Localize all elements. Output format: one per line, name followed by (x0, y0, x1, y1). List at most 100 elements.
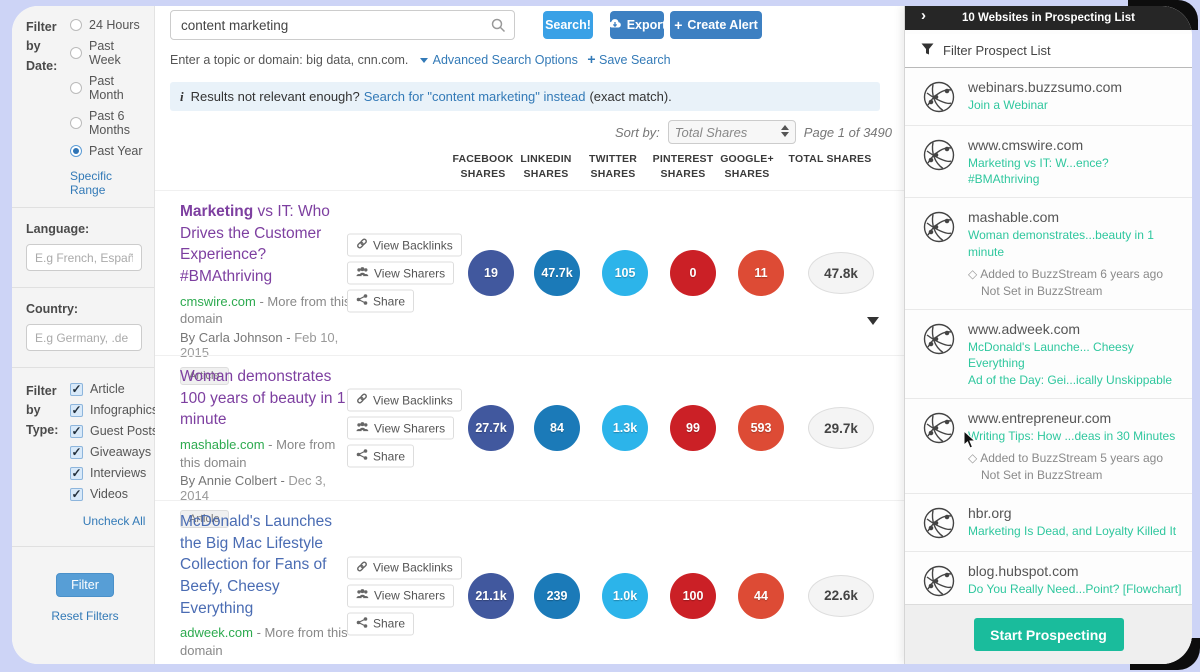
date-option-past-6-months[interactable]: Past 6 Months (70, 109, 144, 137)
apply-filter-button[interactable]: Filter (56, 573, 114, 597)
radio-selected-icon[interactable] (70, 145, 82, 157)
share-button[interactable]: Share (347, 289, 415, 313)
share-button[interactable]: Share (347, 612, 415, 635)
date-option-label: Past Year (89, 144, 143, 158)
sort-select[interactable]: Total Shares (667, 120, 796, 144)
type-option-label: Interviews (90, 466, 147, 480)
type-option-giveaways[interactable]: ✓ Giveaways (70, 445, 158, 459)
prospect-domain[interactable]: www.entrepreneur.com (968, 409, 1112, 426)
sort-direction-icon[interactable] (867, 317, 879, 325)
start-prospecting-button[interactable]: Start Prospecting (973, 618, 1124, 651)
date-option-label: 24 Hours (89, 18, 140, 32)
prospect-article-link[interactable]: Woman demonstrates...beauty in 1 minute (968, 228, 1154, 259)
country-input[interactable] (26, 324, 142, 351)
share-button[interactable]: Share (347, 444, 415, 468)
exact-match-search-link[interactable]: Search for "content marketing" instead (363, 89, 586, 104)
type-option-infographics[interactable]: ✓ Infographics (70, 403, 158, 417)
result-title[interactable]: Woman demonstrates 100 years of beauty i… (180, 368, 346, 429)
prospect-domain[interactable]: blog.hubspot.com (968, 563, 1079, 580)
prospect-item[interactable]: www.adweek.com McDonald's Launche... Che… (905, 310, 1192, 399)
twitter-share-count: 1.0k (602, 572, 648, 619)
more-from-domain[interactable]: - More from this domain (180, 625, 348, 658)
more-from-domain[interactable]: - More from this domain (180, 437, 336, 470)
export-button[interactable]: Export (608, 11, 666, 39)
language-input[interactable] (26, 244, 142, 271)
reset-filters-link[interactable]: Reset Filters (51, 609, 119, 623)
prospect-article-link[interactable]: Join a Webinar (968, 98, 1048, 112)
website-globe-icon (921, 563, 957, 599)
save-search-link[interactable]: + Save Search (587, 51, 670, 67)
radio-icon[interactable] (70, 117, 82, 129)
prospect-domain[interactable]: www.cmswire.com (968, 137, 1084, 153)
language-filter-group: Language: (12, 208, 154, 288)
checkbox-checked-icon[interactable]: ✓ (70, 402, 83, 417)
prospect-article-link[interactable]: Marketing vs IT: W...ence? #BMAthriving (968, 156, 1109, 187)
share-column-headers: FACEBOOK SHARES LINKEDIN SHARES TWITTER … (155, 152, 904, 325)
prospecting-footer: Start Prospecting (905, 604, 1192, 664)
checkbox-checked-icon[interactable]: ✓ (70, 444, 83, 459)
checkbox-checked-icon[interactable]: ✓ (70, 465, 83, 480)
checkbox-checked-icon[interactable]: ✓ (70, 486, 83, 501)
view-sharers-button[interactable]: View Sharers (347, 416, 455, 440)
date-option-past-week[interactable]: Past Week (70, 39, 144, 67)
view-backlinks-button[interactable]: View Backlinks (347, 233, 462, 257)
prospect-article-link[interactable]: Marketing Is Dead, and Loyalty Killed It (968, 524, 1177, 539)
date-option-label: Past Month (89, 74, 124, 102)
type-option-article[interactable]: ✓ Article (70, 382, 158, 396)
prospect-domain[interactable]: www.adweek.com (968, 321, 1081, 338)
more-from-domain[interactable]: - More from this domain (180, 293, 351, 327)
type-option-videos[interactable]: ✓ Videos (70, 487, 158, 501)
prospect-domain[interactable]: mashable.com (968, 209, 1060, 226)
collapse-panel-icon[interactable]: › (921, 7, 926, 24)
buzzstream-added-meta: ◇ Added to BuzzStream 5 years ago (968, 450, 1164, 465)
type-option-interviews[interactable]: ✓ Interviews (70, 466, 158, 480)
result-domain-link[interactable]: adweek.com (180, 625, 253, 641)
create-alert-button[interactable]: + Create Alert (670, 11, 762, 39)
website-globe-icon (921, 321, 957, 357)
prospect-domain[interactable]: webinars.buzzsumo.com (968, 79, 1123, 95)
sort-updown-icon (781, 125, 789, 137)
view-backlinks-button[interactable]: View Backlinks (347, 388, 462, 412)
prospect-article-link[interactable]: Do You Really Need...Point? [Flowchart] (968, 582, 1182, 597)
uncheck-all-link[interactable]: Uncheck All (82, 514, 146, 528)
prospect-item[interactable]: www.cmswire.com Marketing vs IT: W...enc… (905, 126, 1192, 199)
prospect-domain[interactable]: hbr.org (968, 505, 1012, 522)
search-button[interactable]: Search! (543, 11, 593, 39)
result-domain-link[interactable]: cmswire.com (180, 293, 256, 309)
website-globe-icon (921, 209, 957, 245)
date-option-24-hours[interactable]: 24 Hours (70, 18, 144, 32)
prospect-item[interactable]: hbr.org Marketing Is Dead, and Loyalty K… (905, 494, 1192, 553)
prospect-article-link[interactable]: McDonald's Launche... Cheesy Everything (968, 340, 1134, 371)
view-sharers-button[interactable]: View Sharers (347, 584, 455, 607)
result-domain-link[interactable]: mashable.com (180, 437, 265, 453)
advanced-search-options-link[interactable]: Advanced Search Options (432, 53, 578, 67)
prospect-list: webinars.buzzsumo.com Join a Webinar www… (905, 68, 1192, 604)
view-backlinks-button[interactable]: View Backlinks (347, 556, 462, 579)
prospect-article-link[interactable]: Writing Tips: How ...deas in 30 Minutes (968, 428, 1176, 443)
prospect-article-link[interactable]: Ad of the Day: Gei...ically Unskippable (968, 372, 1173, 387)
pinterest-share-count: 99 (670, 405, 716, 451)
checkbox-checked-icon[interactable]: ✓ (70, 423, 83, 438)
type-option-guest-posts[interactable]: ✓ Guest Posts (70, 424, 158, 438)
radio-icon[interactable] (70, 82, 82, 94)
radio-icon[interactable] (70, 47, 82, 59)
search-input[interactable] (171, 11, 481, 39)
date-option-past-year[interactable]: Past Year (70, 144, 144, 158)
prospect-item[interactable]: mashable.com Woman demonstrates...beauty… (905, 198, 1192, 311)
result-title[interactable]: McDonald's Launches the Big Mac Lifestyl… (180, 513, 333, 617)
date-option-past-month[interactable]: Past Month (70, 74, 144, 102)
col-total-shares[interactable]: TOTAL SHARES (788, 153, 872, 165)
prospect-item[interactable]: www.entrepreneur.com Writing Tips: How .… (905, 399, 1192, 495)
checkbox-checked-icon[interactable]: ✓ (70, 381, 83, 396)
specific-range-link[interactable]: Specific Range (70, 169, 113, 197)
prospect-item[interactable]: blog.hubspot.com Do You Really Need...Po… (905, 552, 1192, 604)
website-globe-icon (921, 137, 957, 173)
prospect-item[interactable]: webinars.buzzsumo.com Join a Webinar (905, 68, 1192, 126)
link-icon (356, 393, 368, 408)
total-share-count: 47.8k (808, 252, 874, 294)
radio-icon[interactable] (70, 19, 82, 31)
filter-prospect-list[interactable]: Filter Prospect List (905, 34, 1192, 68)
result-title[interactable]: Marketing vs IT: Who Drives the Customer… (180, 203, 330, 286)
website-globe-icon (921, 79, 957, 115)
view-sharers-button[interactable]: View Sharers (347, 261, 455, 285)
